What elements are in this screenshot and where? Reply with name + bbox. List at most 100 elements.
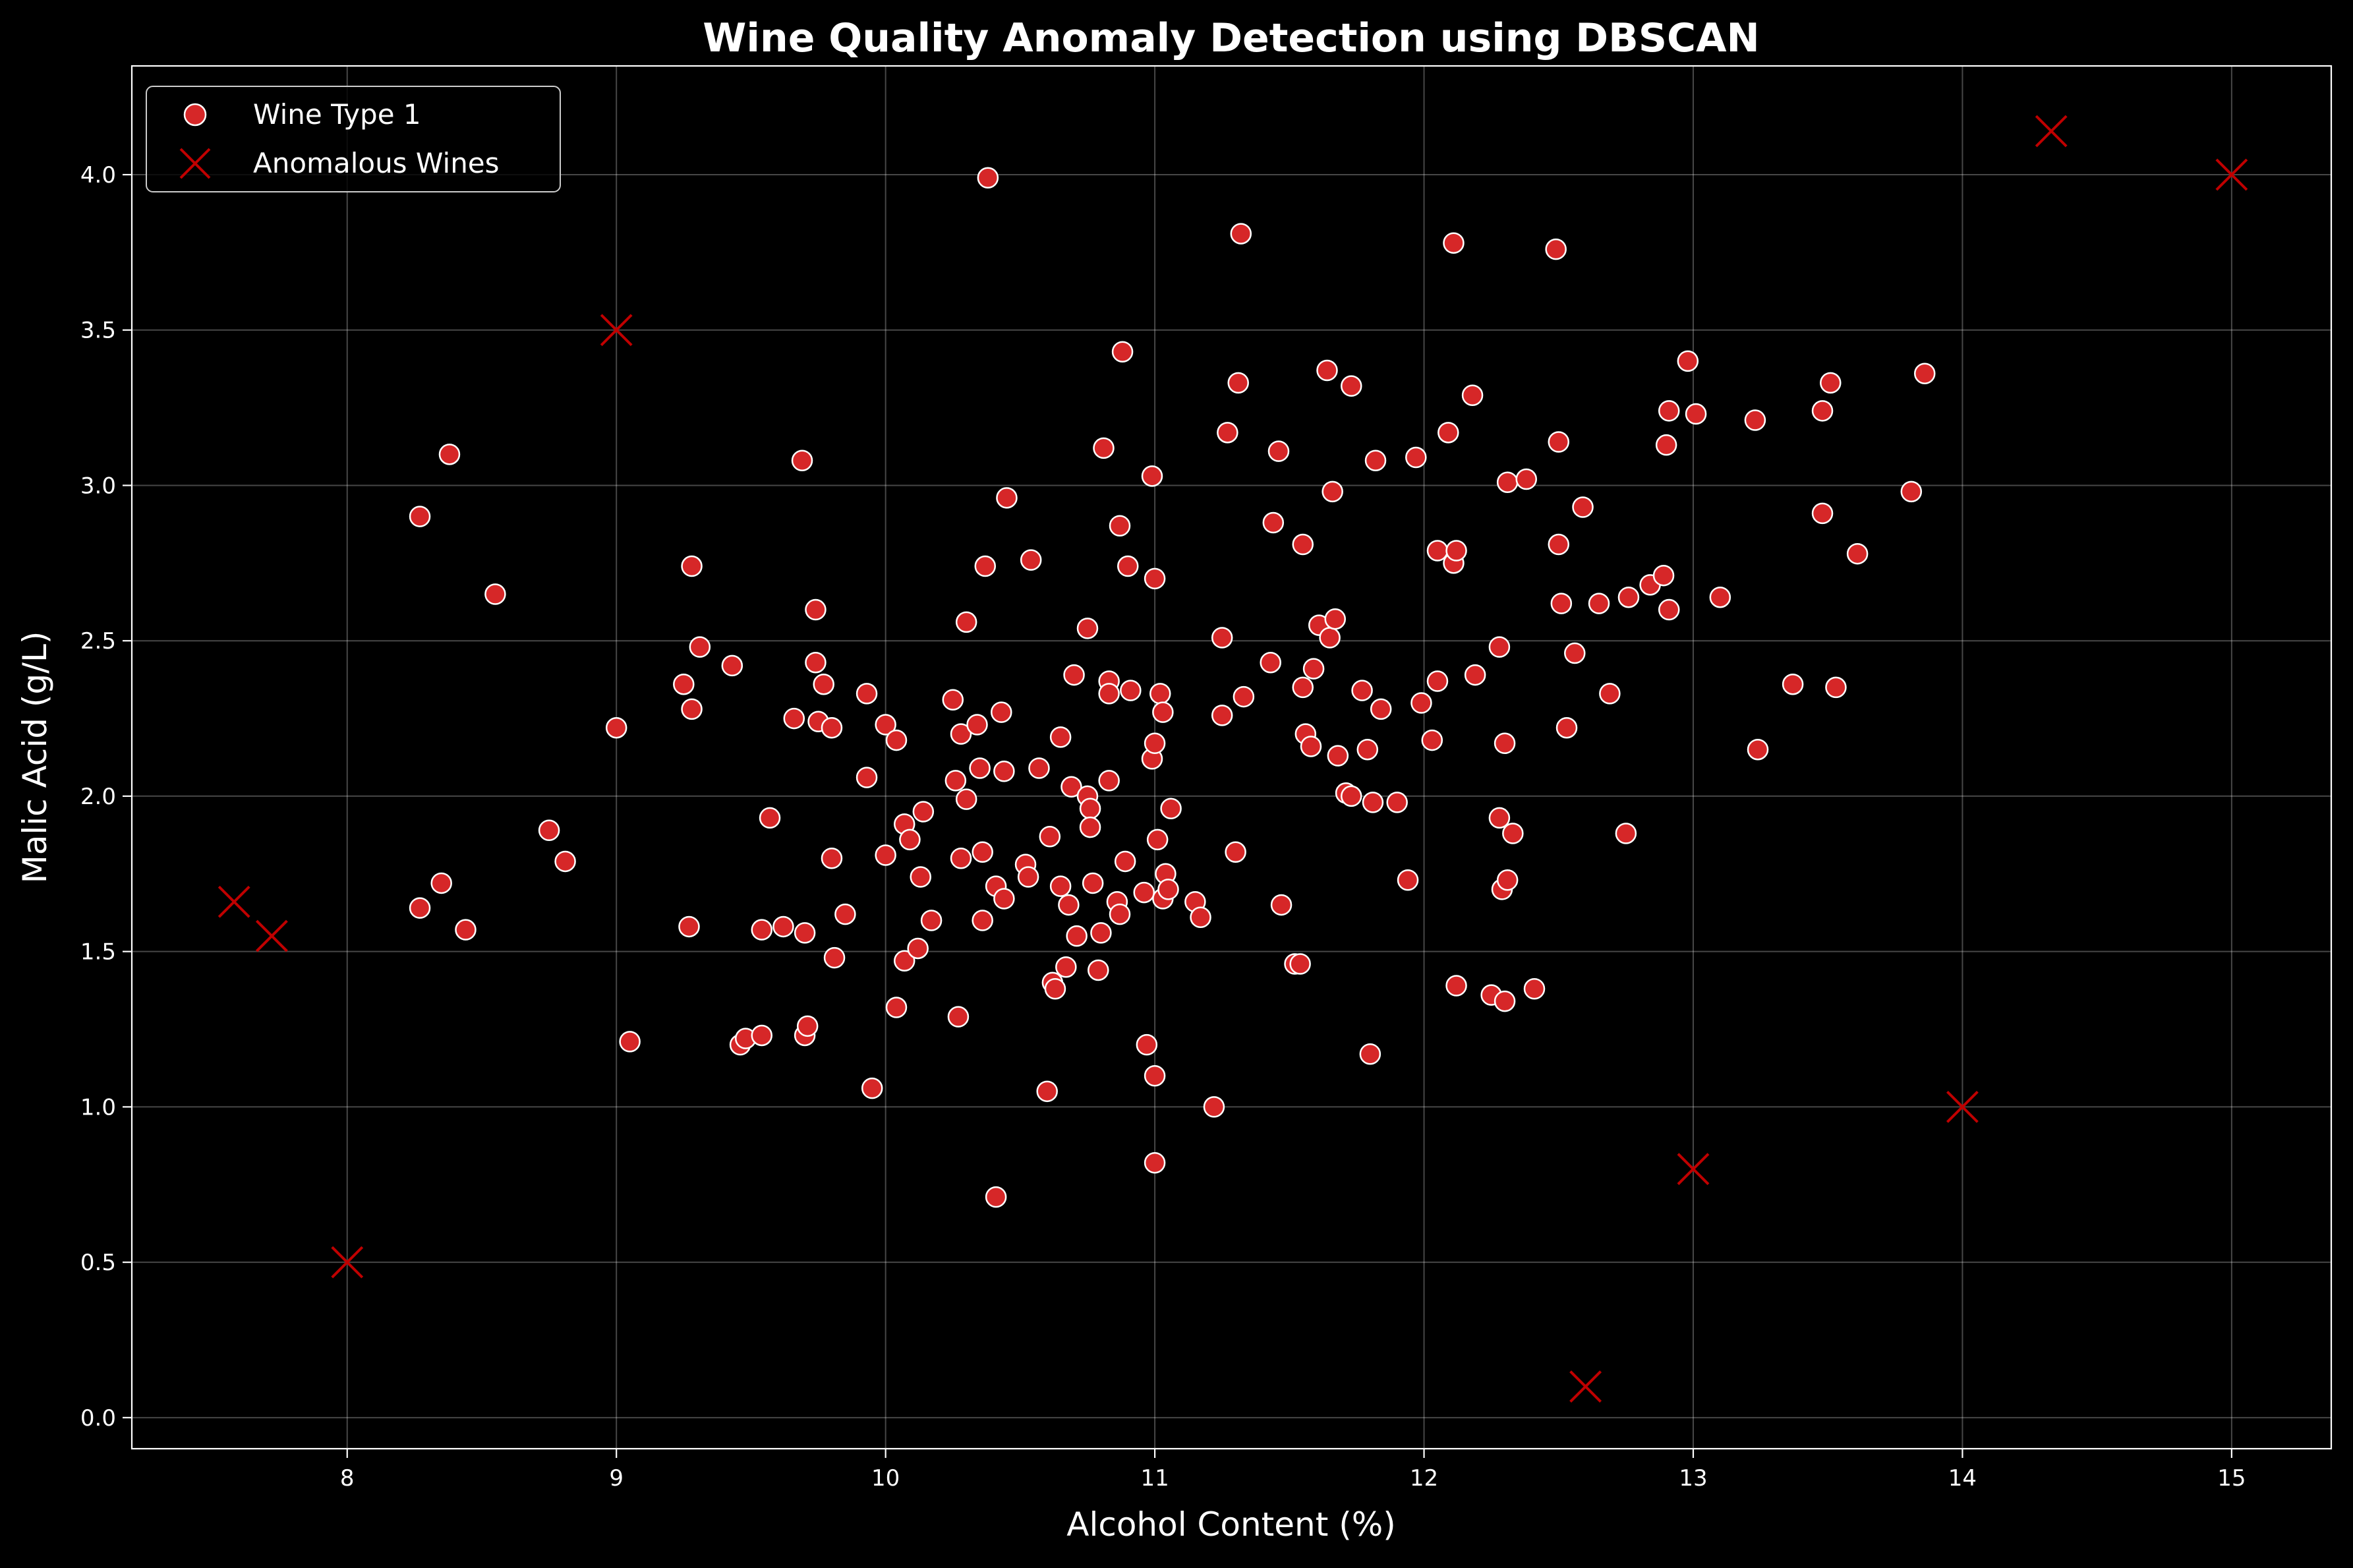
data-point-normal [974,555,997,577]
data-point-normal [1426,670,1449,692]
data-point-normal [1136,1033,1158,1056]
data-point-normal [1588,593,1610,614]
data-point-normal [972,910,993,931]
data-point-normal [1302,658,1325,680]
x-tick-label: 12 [1410,1465,1438,1492]
plot-frame [131,65,2333,1450]
data-point-normal [1090,922,1112,944]
data-point-normal [1076,618,1099,639]
data-point-normal [1351,680,1373,701]
data-point-normal [977,167,999,189]
data-point-normal [1811,400,1834,422]
data-point-normal [1114,850,1136,873]
data-point-normal [942,689,964,711]
data-point-normal [1341,375,1362,397]
data-point-normal [1152,701,1174,723]
data-point-normal [484,583,506,605]
data-point-normal [1523,977,1546,1000]
data-point-normal [1550,593,1573,614]
data-point-normal [1133,881,1155,904]
data-point-normal [1564,642,1586,664]
data-point-normal [1362,792,1384,813]
x-tick-label: 11 [1140,1465,1169,1492]
data-point-normal [996,487,1018,509]
x-tick-label: 15 [2217,1465,2246,1492]
chart-title: Wine Quality Anomaly Detection using DBS… [703,15,1760,61]
data-point-normal [1548,431,1570,453]
data-point-normal [1233,685,1255,708]
data-point-normal [875,714,896,736]
data-point-normal [1203,1096,1225,1118]
data-point-normal [1020,549,1042,571]
data-point-normal [1079,816,1101,838]
data-point-normal [1211,705,1233,726]
data-point-normal [947,1006,970,1028]
data-point-normal [1421,729,1443,751]
data-point-normal [1545,238,1567,260]
data-point-normal [438,444,461,465]
data-point-normal [893,950,915,972]
data-point-normal [907,937,929,960]
data-point-anomaly [600,314,633,347]
data-point-normal [885,997,908,1018]
data-point-normal [1825,676,1847,699]
x-tick-label: 10 [871,1465,900,1492]
data-point-normal [1141,465,1163,487]
data-point-normal [1093,437,1115,459]
data-point-normal [1117,555,1139,577]
data-point-normal [1410,692,1432,714]
data-point-normal [689,636,711,658]
data-point-normal [1111,341,1134,363]
data-point-normal [1359,1043,1381,1065]
data-point-normal [899,828,921,851]
data-point-normal [1267,440,1290,462]
data-point-normal [455,919,477,941]
legend-label-wine-type-1: Wine Type 1 [253,98,421,131]
data-point-normal [950,847,972,869]
data-point-normal [1652,564,1675,587]
data-point-normal [721,654,743,677]
data-point-normal [1098,770,1120,792]
data-point-normal [1494,732,1516,755]
data-point-normal [985,1186,1007,1208]
data-point-normal [834,903,856,925]
data-point-normal [1370,698,1392,720]
x-tick-label: 13 [1679,1465,1707,1492]
data-point-anomaly [2035,115,2068,148]
data-point-normal [1066,925,1088,947]
data-point-normal [821,716,843,739]
data-point-normal [678,915,700,938]
data-point-normal [969,757,991,779]
data-point-normal [1289,953,1311,975]
data-point-normal [856,767,878,788]
data-point-normal [1548,533,1570,556]
legend-label-anomalous-wines: Anomalous Wines [253,147,500,179]
data-point-normal [1292,676,1314,699]
data-point-anomaly [1569,1370,1602,1403]
y-tick-label: 1.5 [80,939,116,966]
data-point-normal [1782,673,1804,695]
data-point-normal [1060,776,1082,798]
data-point-normal [1811,502,1834,525]
legend-marker-x [179,148,211,179]
data-point-normal [1227,372,1249,394]
data-point-normal [993,760,1015,782]
data-point-normal [1319,627,1341,649]
data-point-normal [885,729,908,751]
data-point-normal [1028,757,1050,779]
y-tick-label: 3.5 [80,318,116,344]
data-point-normal [993,888,1015,910]
data-point-anomaly [1677,1153,1710,1186]
data-point-normal [1058,894,1080,916]
data-point-normal [1677,350,1699,372]
data-point-normal [1496,471,1519,494]
data-point-normal [823,946,846,969]
data-point-normal [1082,872,1104,894]
data-point-normal [1144,1152,1166,1174]
data-point-normal [1098,683,1120,705]
data-point-normal [681,555,703,577]
data-point-normal [1079,798,1101,820]
data-point-normal [1356,738,1379,761]
